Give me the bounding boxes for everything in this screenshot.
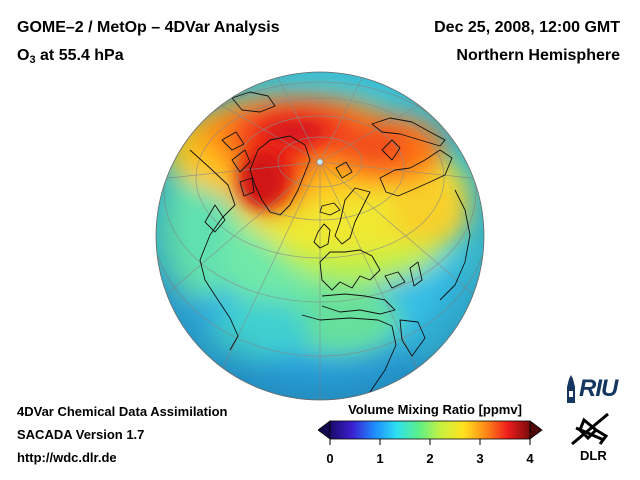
riu-logo: RIU xyxy=(565,373,627,405)
colorbar-tick-label: 2 xyxy=(426,451,434,466)
colorbar-over-arrow xyxy=(529,420,543,440)
colorbar-tick-label: 3 xyxy=(476,451,484,466)
footer-link[interactable]: http://wdc.dlr.de xyxy=(17,450,117,465)
title-block: GOME–2 / MetOp – 4DVar Analysis O3 at 55… xyxy=(17,17,280,71)
footer-line-method: 4DVar Chemical Data Assimilation xyxy=(17,404,228,419)
subtitle-prefix: O xyxy=(17,47,30,64)
colorbar-tick-label: 0 xyxy=(326,451,334,466)
north-pole-marker xyxy=(316,158,324,166)
riu-tower-icon xyxy=(567,375,575,403)
riu-logo-text: RIU xyxy=(579,375,618,402)
colorbar-tick-label: 1 xyxy=(376,451,384,466)
globe-outline xyxy=(155,71,485,401)
footer-info: 4DVar Chemical Data Assimilation SACADA … xyxy=(17,403,228,472)
colorbar-gradient xyxy=(329,420,531,440)
colorbar-title: Volume Mixing Ratio [ppmv] xyxy=(348,402,522,417)
footer-line-version: SACADA Version 1.7 xyxy=(17,427,145,442)
subtitle-rest: at 55.4 hPa xyxy=(35,47,124,64)
map-subtitle: O3 at 55.4 hPa xyxy=(17,45,280,71)
date-block: Dec 25, 2008, 12:00 GMT Northern Hemisph… xyxy=(434,17,620,67)
map-region: Northern Hemisphere xyxy=(456,47,620,64)
ozone-field xyxy=(156,72,484,400)
colorbar-tick-label: 4 xyxy=(526,451,534,466)
colorbar xyxy=(318,420,543,445)
map-date: Dec 25, 2008, 12:00 GMT xyxy=(434,19,620,36)
subtitle-subscript: 3 xyxy=(29,54,36,66)
dlr-logo-text: DLR xyxy=(580,448,607,463)
map-title: GOME–2 / MetOp – 4DVar Analysis xyxy=(17,19,280,36)
colorbar-ticks xyxy=(329,439,531,445)
colorbar-under-arrow xyxy=(318,420,331,440)
dlr-logo-icon xyxy=(571,412,609,446)
